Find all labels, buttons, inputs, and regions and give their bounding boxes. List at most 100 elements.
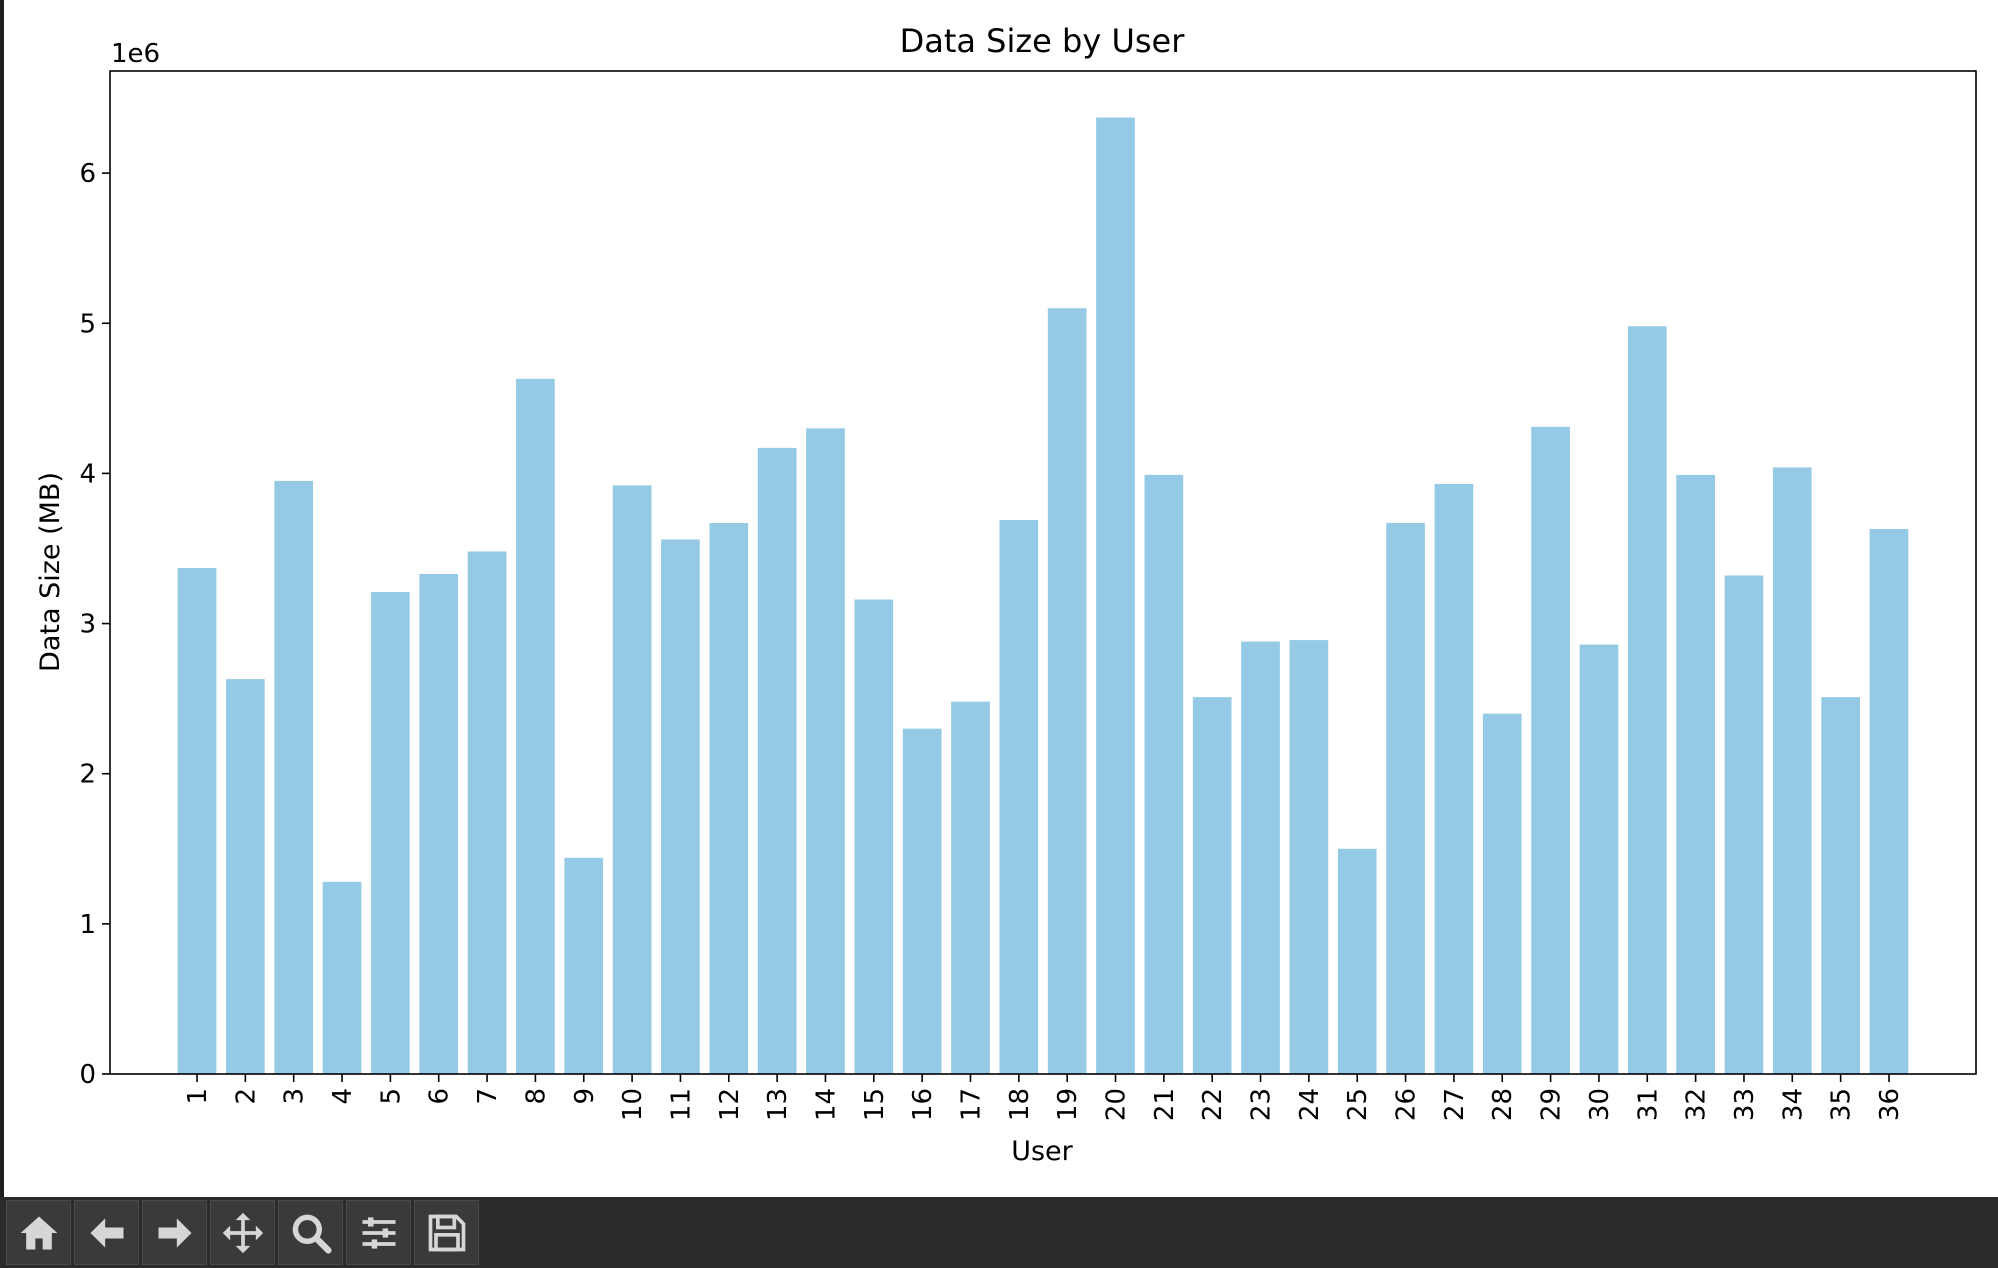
plot-frame [109, 70, 1977, 1075]
bar-user-36 [1869, 528, 1909, 1074]
y-tick-label: 2 [79, 760, 96, 790]
bar-user-32 [1676, 474, 1715, 1074]
arrow-right-icon [158, 1217, 191, 1248]
x-tick-label: 14 [811, 1088, 841, 1121]
bar-user-25 [1337, 848, 1377, 1074]
bar-user-3 [274, 480, 314, 1074]
zoom-button[interactable] [278, 1200, 343, 1265]
x-tick-label: 31 [1633, 1088, 1663, 1121]
bar-user-17 [951, 701, 990, 1074]
bar-user-33 [1724, 575, 1764, 1074]
bar-user-5 [371, 592, 410, 1074]
bar-user-4 [322, 881, 362, 1074]
pan-button[interactable] [210, 1200, 275, 1265]
x-tick-label: 16 [908, 1088, 938, 1121]
x-tick-label: 8 [521, 1088, 551, 1105]
bar-user-11 [661, 539, 700, 1074]
x-tick-label: 2 [231, 1088, 261, 1105]
move-icon [222, 1212, 263, 1253]
y-tick-label: 3 [79, 610, 96, 640]
magnifier-icon [292, 1214, 332, 1254]
y-tick-label: 4 [79, 459, 96, 489]
configure-button[interactable] [346, 1200, 411, 1265]
x-tick-label: 28 [1488, 1088, 1518, 1121]
bar-user-28 [1482, 713, 1522, 1074]
navigation-toolbar [0, 1197, 1998, 1268]
x-axis-ticks: 1 2 3 4 5 6 7 8 9 10 11 12 13 14 15 16 17 18 19 20 21 22 23 24 2… [183, 1074, 1905, 1121]
bar-user-14 [806, 428, 845, 1074]
chart-title: Data Size by User [900, 22, 1186, 60]
x-tick-label: 10 [618, 1088, 648, 1121]
x-tick-label: 17 [956, 1088, 986, 1121]
x-tick-label: 33 [1730, 1088, 1760, 1121]
x-tick-label: 25 [1343, 1088, 1373, 1121]
x-tick-label: 32 [1682, 1088, 1712, 1121]
save-button[interactable] [414, 1200, 479, 1265]
bar-user-23 [1241, 641, 1280, 1074]
x-tick-label: 35 [1827, 1088, 1857, 1121]
bar-user-26 [1386, 522, 1425, 1074]
x-tick-label: 15 [860, 1088, 890, 1121]
x-tick-label: 20 [1102, 1088, 1132, 1121]
y-tick-label: 0 [79, 1060, 96, 1090]
x-tick-label: 36 [1875, 1088, 1905, 1121]
x-tick-label: 4 [328, 1088, 358, 1105]
bar-user-31 [1627, 326, 1667, 1074]
bar-user-13 [757, 447, 797, 1074]
y-tick-label: 1 [79, 910, 96, 940]
bar-user-30 [1579, 644, 1619, 1074]
x-tick-label: 5 [376, 1088, 406, 1105]
bar-user-29 [1531, 426, 1570, 1075]
x-tick-label: 3 [280, 1088, 310, 1105]
bar-user-34 [1772, 467, 1812, 1074]
bar-user-21 [1144, 474, 1184, 1074]
bar-user-10 [612, 485, 652, 1074]
y-axis-label: Data Size (MB) [35, 472, 66, 672]
y-offset-label: 1e6 [111, 39, 160, 69]
bar-user-12 [709, 522, 749, 1074]
x-tick-label: 13 [763, 1088, 793, 1121]
x-axis-label: User [1011, 1136, 1073, 1167]
floppy-icon [428, 1214, 465, 1251]
bar-user-27 [1434, 483, 1474, 1074]
x-tick-label: 34 [1778, 1088, 1808, 1121]
x-tick-label: 23 [1247, 1088, 1277, 1121]
x-tick-label: 21 [1150, 1088, 1180, 1121]
y-tick-label: 5 [79, 309, 96, 339]
sliders-icon [362, 1216, 395, 1249]
y-tick-label: 6 [79, 159, 96, 189]
x-tick-label: 12 [715, 1088, 745, 1121]
x-tick-label: 7 [473, 1088, 503, 1105]
x-tick-label: 18 [1005, 1088, 1035, 1121]
bar-user-15 [854, 599, 894, 1074]
bar-user-24 [1289, 640, 1329, 1074]
x-tick-label: 30 [1585, 1088, 1615, 1121]
x-tick-label: 27 [1440, 1088, 1470, 1121]
forward-button[interactable] [142, 1200, 207, 1265]
x-tick-label: 26 [1392, 1088, 1422, 1121]
bar-user-22 [1192, 697, 1232, 1074]
bar-user-1 [177, 568, 217, 1074]
bar-user-35 [1821, 697, 1860, 1074]
y-axis-ticks: 0 1 2 3 4 5 6 [79, 159, 110, 1090]
x-tick-label: 11 [666, 1088, 696, 1121]
window-left-edge [0, 0, 4, 1197]
x-tick-label: 22 [1198, 1088, 1228, 1121]
bar-user-9 [564, 857, 604, 1074]
bar-user-18 [999, 519, 1039, 1074]
bar-user-19 [1047, 308, 1087, 1074]
x-tick-label: 1 [183, 1088, 213, 1105]
arrow-left-icon [90, 1217, 123, 1248]
x-tick-label: 9 [570, 1088, 600, 1105]
bars [177, 117, 1909, 1075]
x-tick-label: 29 [1537, 1088, 1567, 1121]
back-button[interactable] [74, 1200, 139, 1265]
bar-user-16 [902, 728, 942, 1074]
bar-user-20 [1096, 117, 1135, 1075]
x-tick-label: 19 [1053, 1088, 1083, 1121]
home-button[interactable] [6, 1200, 71, 1265]
bar-user-8 [516, 378, 555, 1074]
